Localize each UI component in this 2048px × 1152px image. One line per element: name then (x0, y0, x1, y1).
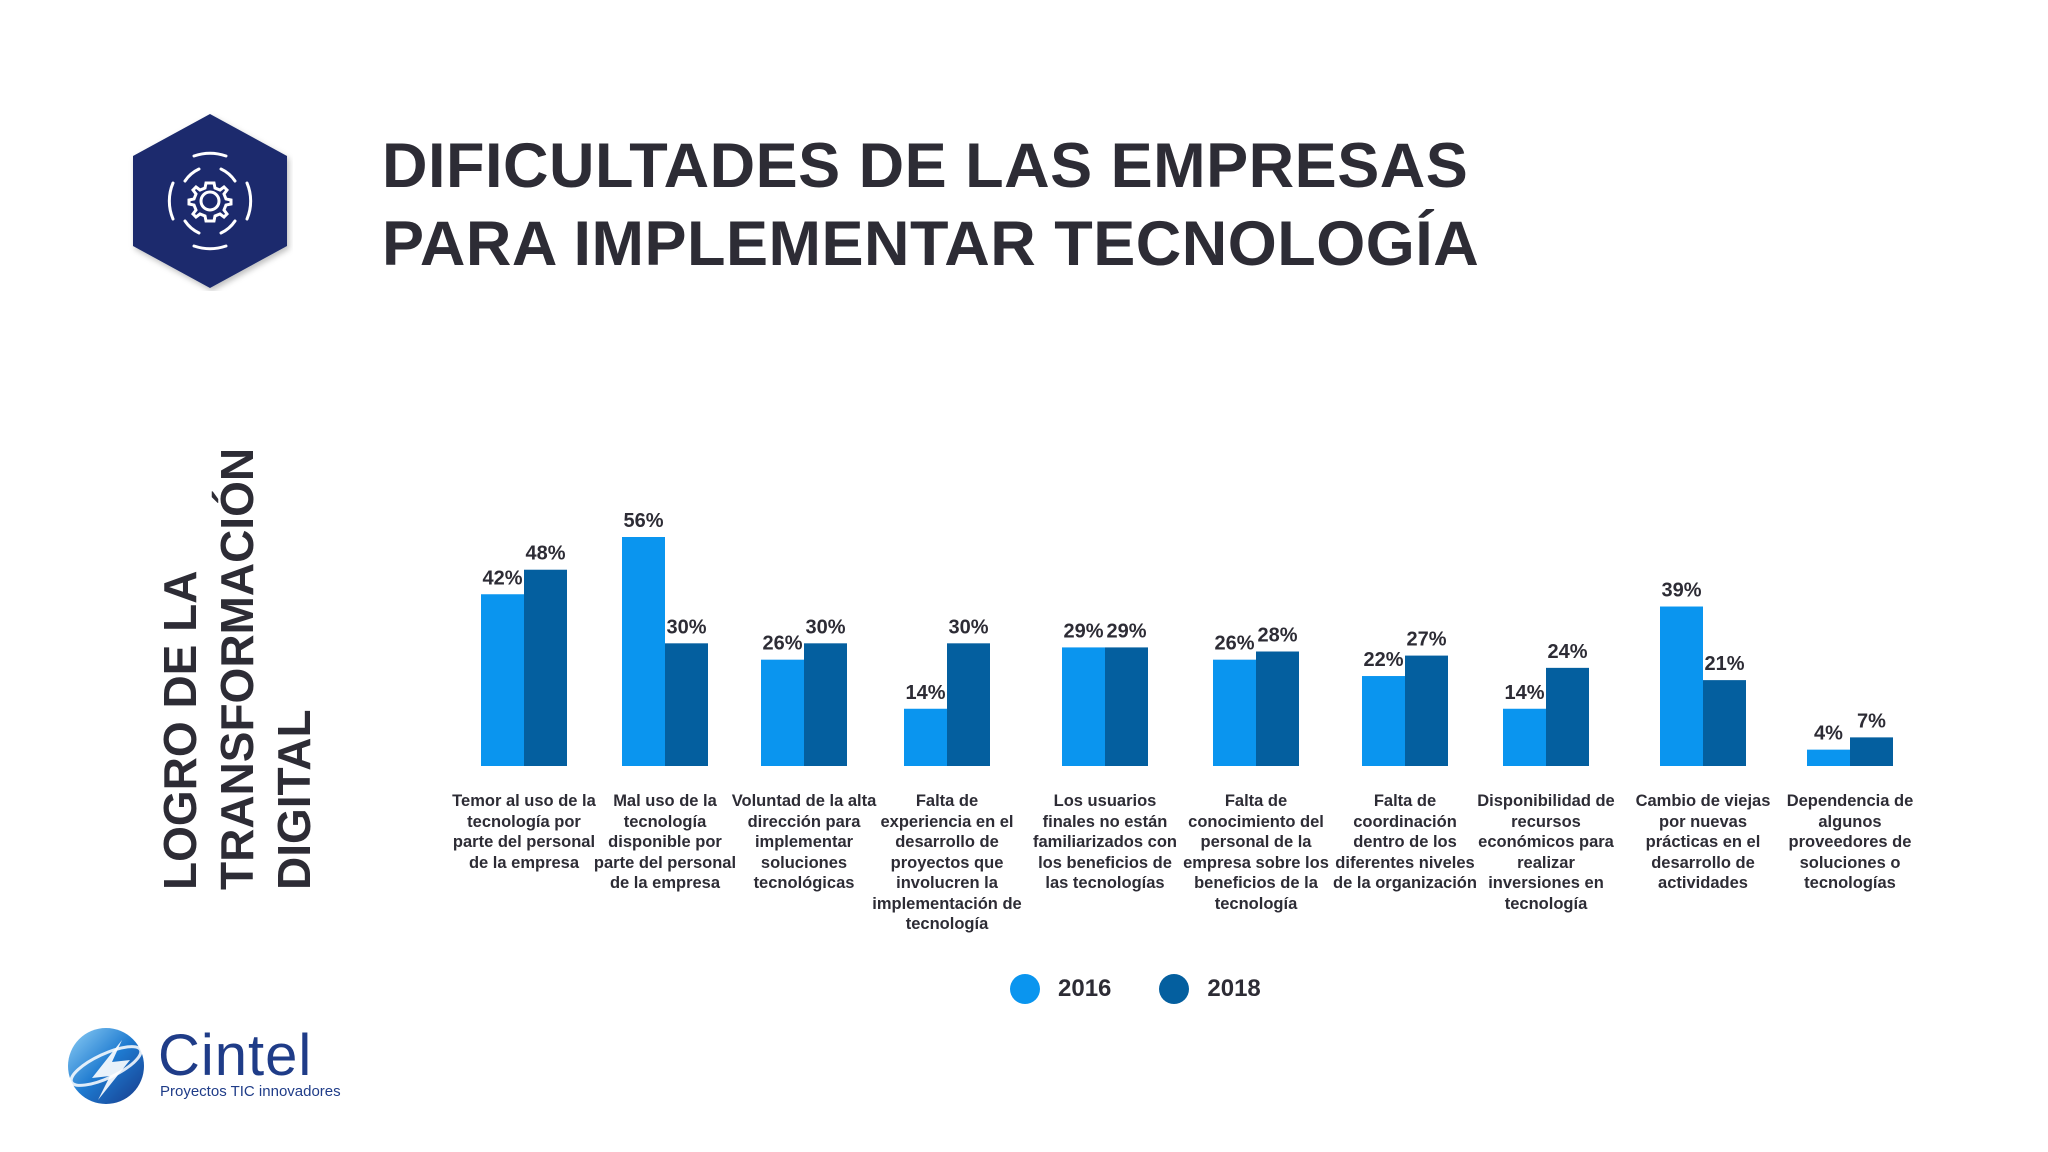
category-label-1: Temor al uso de la tecnología por parte … (452, 792, 596, 872)
hexagon-logo (133, 114, 287, 288)
data-label-2018-10: 7% (1857, 710, 1886, 732)
data-label-2016-8: 14% (1504, 682, 1544, 704)
cintel-emblem (68, 1028, 144, 1104)
data-label-2018-6: 28% (1257, 625, 1297, 647)
data-label-2018-1: 48% (525, 543, 565, 565)
bar-2016-7 (1362, 676, 1405, 766)
legend: 2016 2018 (1010, 974, 1309, 1004)
data-label-2016-6: 26% (1214, 633, 1254, 655)
bar-2016-5 (1062, 647, 1105, 766)
bar-2018-5 (1105, 647, 1148, 766)
category-label-8: Disponibilidad de recursos económicos pa… (1477, 792, 1615, 913)
bar-2016-9 (1660, 606, 1703, 766)
brand-tagline: Proyectos TIC innovadores (160, 1083, 341, 1100)
category-label-6: Falta de conocimiento del personal de la… (1183, 792, 1329, 913)
data-label-2016-2: 56% (623, 510, 663, 532)
bar-2016-3 (761, 659, 804, 766)
category-label-4: Falta de experiencia en el desarrollo de… (872, 792, 1022, 933)
data-label-2018-8: 24% (1547, 641, 1587, 663)
hexagon-shape (133, 114, 287, 288)
bar-2018-8 (1546, 667, 1589, 766)
title-line-1: DIFICULTADES DE LAS EMPRESAS (382, 131, 1469, 201)
bar-2016-6 (1213, 659, 1256, 766)
data-label-2018-4: 30% (948, 616, 988, 638)
legend-label-2018: 2018 (1207, 975, 1261, 1002)
legend-swatch-2018 (1159, 974, 1190, 1004)
legend-swatch-2016 (1010, 974, 1040, 1004)
bar-2018-2 (665, 643, 708, 766)
category-label-7: Falta de coordinación dentro de los dife… (1333, 792, 1477, 892)
data-label-2018-5: 29% (1106, 620, 1146, 642)
brand-name: Cintel (158, 1023, 313, 1088)
bar-2018-9 (1703, 680, 1746, 766)
data-label-2018-9: 21% (1704, 653, 1744, 675)
data-label-2016-7: 22% (1363, 649, 1403, 671)
bar-2016-10 (1807, 749, 1850, 766)
data-label-2016-10: 4% (1814, 723, 1843, 745)
gear-icon (167, 151, 253, 251)
data-label-2016-9: 39% (1661, 580, 1701, 602)
category-label-9: Cambio de viejas por nuevas prácticas en… (1635, 792, 1771, 892)
cintel-logo: Cintel Proyectos TIC innovadores (62, 1020, 382, 1110)
bar-2018-3 (804, 643, 847, 766)
page-title: DIFICULTADES DE LAS EMPRESAS PARA IMPLEM… (382, 127, 1479, 283)
data-label-2016-1: 42% (482, 567, 522, 589)
category-label-10: Dependencia de algunos proveedores de so… (1786, 792, 1914, 892)
bar-2018-10 (1850, 737, 1893, 766)
legend-item-2016: 2016 (1010, 974, 1111, 1004)
bar-2018-1 (524, 569, 567, 766)
bar-2018-6 (1256, 651, 1299, 766)
category-label-3: Voluntad de la alta dirección para imple… (731, 792, 877, 892)
bar-2016-4 (904, 708, 947, 766)
title-line-2: PARA IMPLEMENTAR TECNOLOGÍA (382, 209, 1480, 279)
legend-label-2016: 2016 (1058, 975, 1112, 1002)
data-label-2016-5: 29% (1063, 620, 1103, 642)
bar-2016-1 (481, 594, 524, 766)
category-label-5: Los usuarios finales no están familiariz… (1033, 792, 1177, 892)
bar-2016-2 (622, 537, 665, 766)
legend-item-2018: 2018 (1159, 974, 1261, 1004)
data-label-2018-2: 30% (666, 616, 706, 638)
bar-2018-7 (1405, 655, 1448, 766)
data-label-2018-7: 27% (1406, 629, 1446, 651)
category-label-2: Mal uso de la tecnología disponible por … (593, 792, 737, 892)
bar-2018-4 (947, 643, 990, 766)
bar-2016-8 (1503, 708, 1546, 766)
data-label-2016-3: 26% (762, 633, 802, 655)
data-label-2018-3: 30% (805, 616, 845, 638)
data-label-2016-4: 14% (905, 682, 945, 704)
